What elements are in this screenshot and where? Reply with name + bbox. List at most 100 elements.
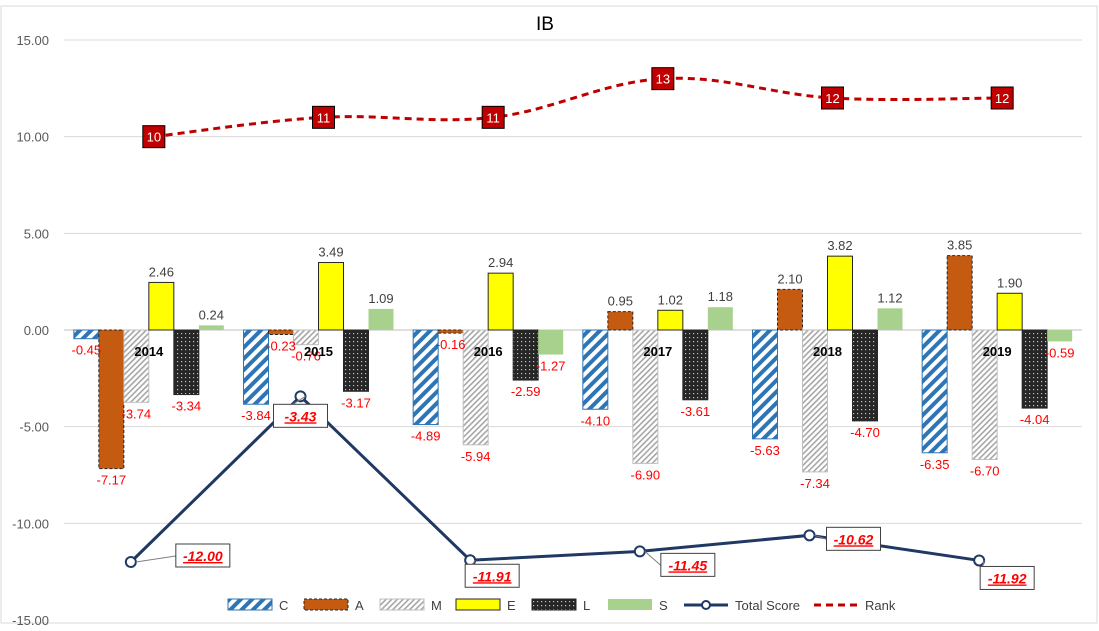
bar-a — [98, 329, 125, 470]
bar-a — [777, 288, 803, 331]
total-score-label: -11.92 — [988, 570, 1027, 586]
total-score-marker — [973, 554, 986, 567]
rank-label: 10 — [147, 130, 161, 145]
legend-label: S — [659, 598, 668, 613]
legend-label: Total Score — [735, 598, 800, 613]
bar-e — [657, 309, 684, 331]
bar-value-label: -3.17 — [341, 395, 371, 410]
total-score-label: -11.91 — [473, 568, 512, 584]
bar-value-label: -4.10 — [581, 413, 611, 428]
category-label: 2018 — [813, 344, 842, 359]
bar-value-label: -0.23 — [266, 338, 296, 353]
bar-value-label: -4.04 — [1020, 412, 1050, 427]
rank-marker — [821, 86, 844, 110]
total-score-marker — [633, 545, 646, 558]
legend-swatch-l — [531, 598, 577, 611]
total-score-label-box — [660, 552, 716, 577]
bar-value-label: 3.82 — [827, 238, 852, 253]
total-score-label-box — [273, 403, 328, 428]
bar-l — [682, 329, 709, 401]
bar-e — [318, 262, 344, 331]
total-score-label: -10.62 — [834, 531, 874, 547]
total-score-label: -3.43 — [285, 408, 317, 424]
y-tick-label: -15.00 — [12, 613, 49, 626]
legend-label: M — [431, 598, 442, 613]
rank-label: 12 — [825, 91, 839, 106]
legend-swatch-e — [455, 598, 501, 611]
bar-m — [293, 329, 319, 346]
bar-m — [802, 329, 828, 473]
data-labels: -0.45 -3.84 -4.89 -4.10 -5.63 -6.35 -7.17 -0.23… — [72, 238, 1075, 491]
bar-value-label: 3.49 — [318, 245, 343, 260]
bar-value-label: -0.45 — [72, 343, 102, 358]
total-score-leader — [644, 550, 662, 566]
bar-value-label: -2.59 — [511, 384, 541, 399]
y-tick-label: -10.00 — [12, 516, 49, 531]
bar-e — [827, 255, 853, 331]
bar-value-label: -4.70 — [850, 425, 880, 440]
bar-value-label: 2.10 — [777, 271, 802, 286]
bar-series — [73, 255, 1073, 473]
bar-value-label: 0.24 — [199, 307, 224, 322]
bar-l — [343, 329, 369, 392]
bar-value-label: 1.02 — [658, 292, 683, 307]
legend-swatch-s — [608, 599, 652, 610]
y-tick-label: 15.00 — [16, 33, 49, 48]
y-tick-label: 0.00 — [24, 323, 49, 338]
bar-value-label: 2.94 — [488, 255, 513, 270]
bar-m — [462, 329, 489, 446]
line-series: 10 11 11 13 12 12 -12.00 -3.43 -11.91 -11.45 -10.6… — [124, 67, 1035, 590]
bar-value-label: -3.84 — [241, 408, 271, 423]
chart-title: IB — [536, 14, 554, 35]
legend: C A M E L S Total Score Rank — [227, 598, 896, 613]
rank-label: 12 — [995, 91, 1009, 106]
bar-value-label: -7.17 — [97, 473, 127, 488]
total-score-label: -11.45 — [668, 557, 707, 573]
bar-value-label: -7.34 — [800, 476, 830, 491]
bar-value-label: 2.46 — [149, 264, 174, 279]
bar-value-label: -5.63 — [750, 443, 780, 458]
bar-value-label: 3.85 — [947, 238, 972, 253]
y-tick-label: 10.00 — [16, 130, 49, 145]
total-score-label: -12.00 — [183, 548, 223, 564]
legend-swatch-m — [379, 598, 425, 611]
bar-l — [852, 329, 878, 422]
total-score-label-box — [175, 543, 231, 568]
bar-c — [582, 329, 609, 410]
bar-m — [971, 329, 998, 461]
rank-label: 11 — [486, 110, 500, 125]
rank-label: 11 — [317, 110, 331, 125]
bar-m — [123, 329, 150, 403]
bar-value-label: 1.18 — [708, 289, 733, 304]
bar-value-label: 0.95 — [608, 294, 633, 309]
bar-value-label: -6.90 — [631, 467, 661, 482]
bar-l — [512, 329, 539, 381]
bar-a — [437, 329, 464, 334]
total-score-marker — [803, 529, 816, 542]
bar-a — [946, 255, 973, 331]
bar-value-label: 1.09 — [368, 291, 393, 306]
bar-c — [73, 329, 100, 340]
legend-label: Rank — [865, 598, 896, 613]
total-score-label-box — [464, 563, 520, 588]
bar-value-label: 1.12 — [877, 290, 902, 305]
legend-marker-total-score — [701, 600, 711, 610]
total-score-leader — [814, 534, 827, 540]
bar-value-label: -3.34 — [172, 399, 202, 414]
legend-label: E — [507, 598, 516, 613]
bar-s — [707, 307, 733, 330]
bar-a — [607, 311, 634, 331]
bar-value-label: -0.59 — [1045, 345, 1075, 360]
category-labels: 2014 2015 2016 2017 2018 2019 — [134, 344, 1011, 359]
bar-s — [198, 325, 224, 330]
y-tick-label: 5.00 — [24, 226, 49, 241]
total-score-label-box — [979, 565, 1035, 590]
rank-line — [153, 76, 1003, 139]
grid-lines — [64, 39, 1082, 524]
category-label: 2017 — [643, 344, 672, 359]
bar-c — [752, 329, 778, 440]
rank-label: 13 — [656, 72, 670, 87]
rank-marker — [142, 125, 166, 149]
bar-value-label: -0.76 — [291, 349, 321, 364]
